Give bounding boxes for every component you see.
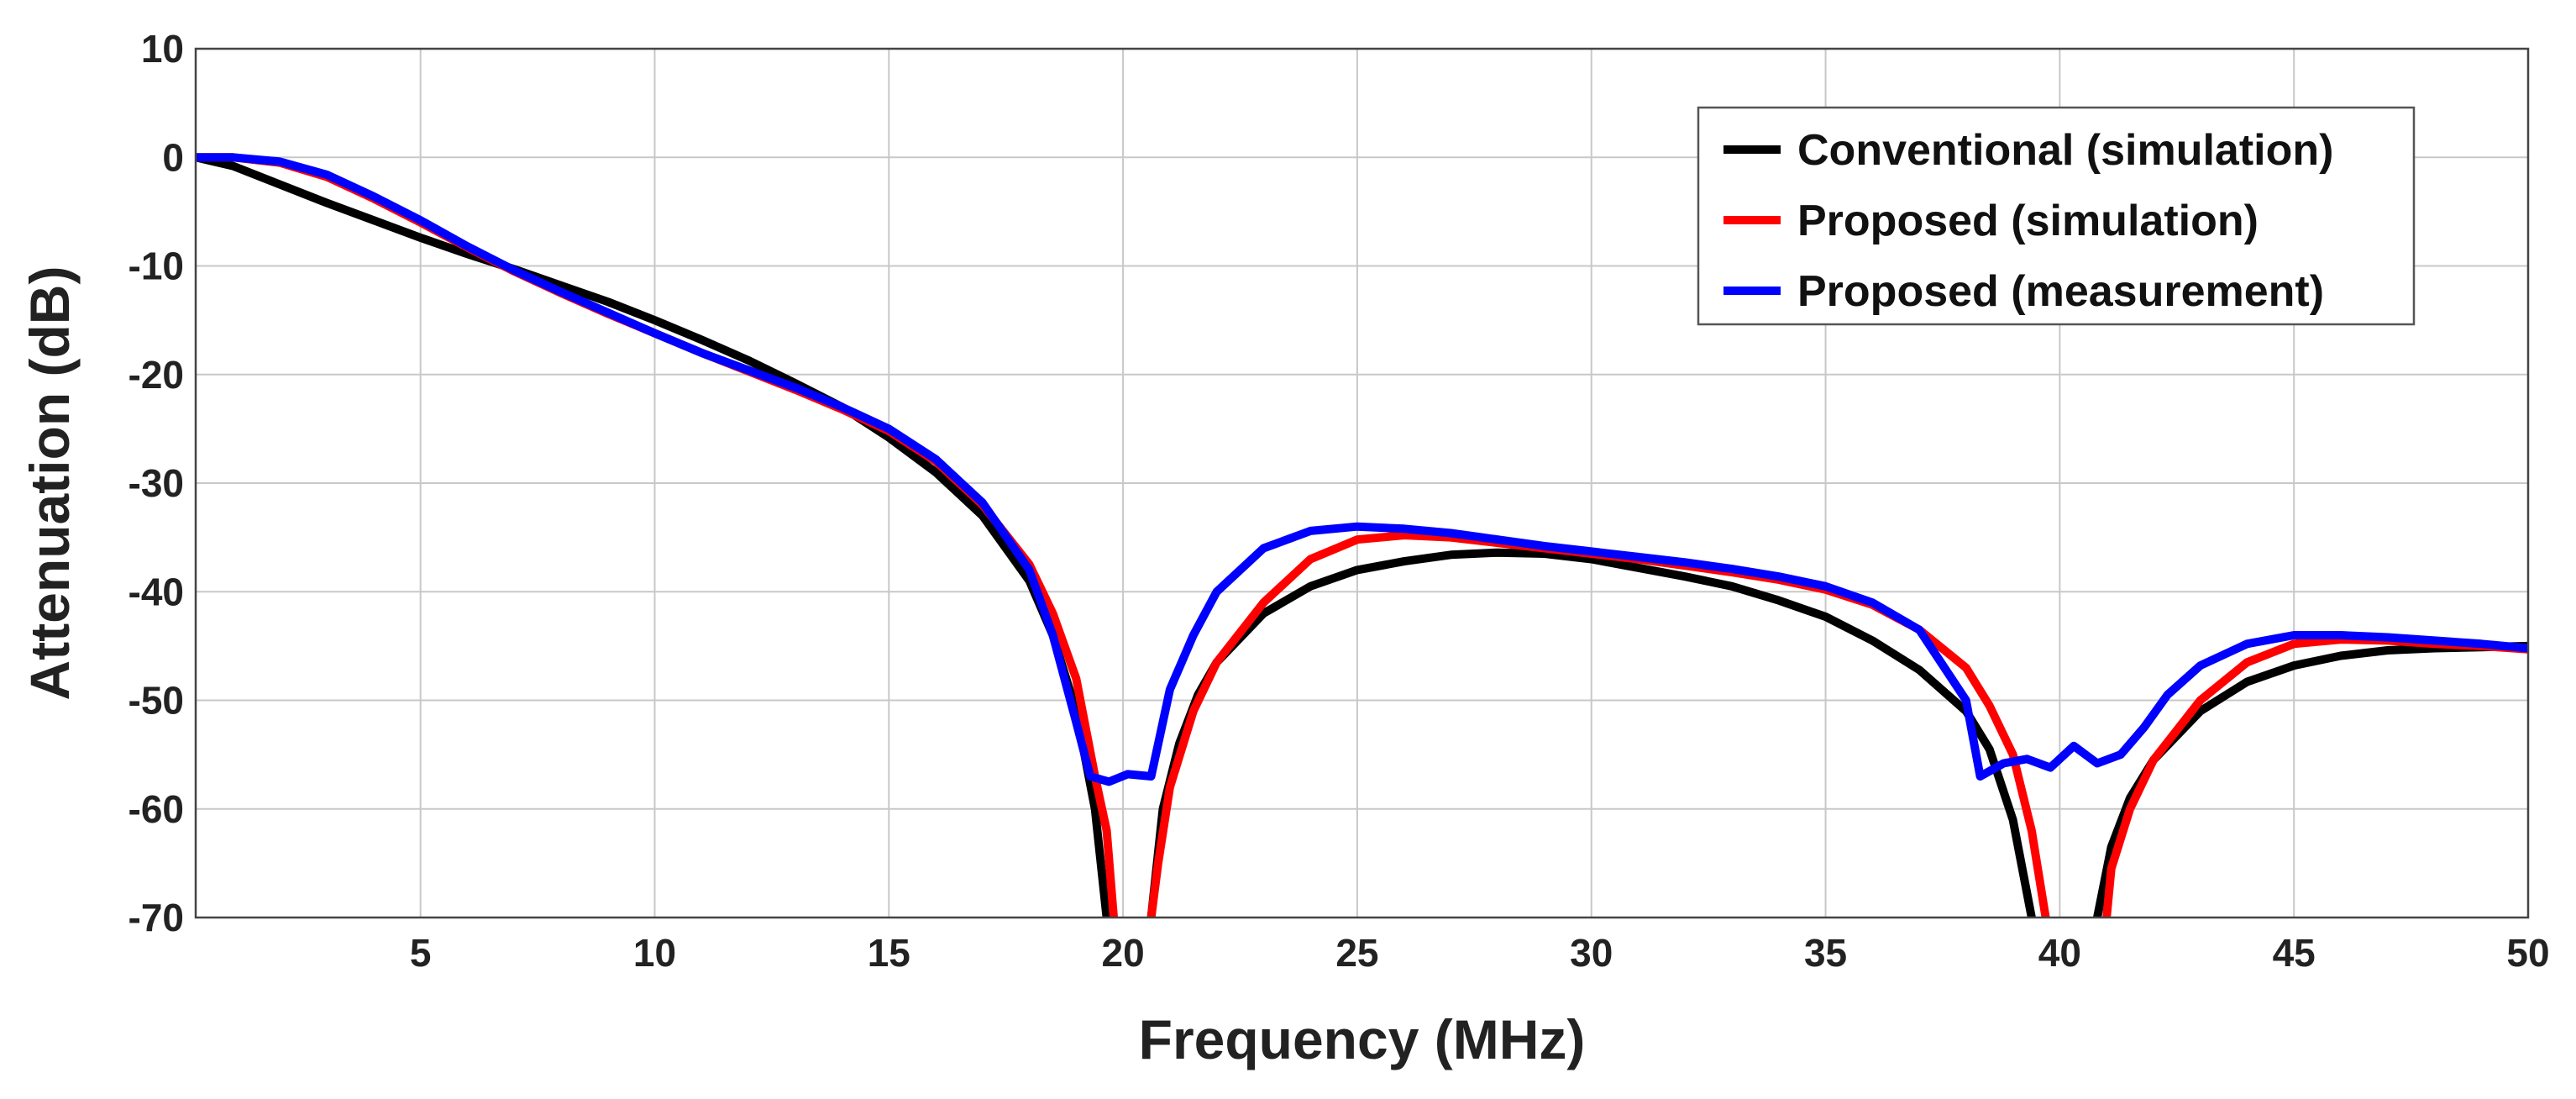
legend-box — [1697, 106, 2416, 326]
legend: Conventional (simulation) Proposed (simul… — [1697, 106, 2416, 326]
x-tick-label: 10 — [633, 931, 676, 975]
y-tick-label: -70 — [129, 896, 184, 939]
y-tick-label: 0 — [162, 135, 184, 179]
x-axis-title: Frequency (MHz) — [1139, 1008, 1586, 1070]
y-tick-labels: 10 0 -10 -20 -30 -40 -50 -60 -70 — [129, 27, 184, 939]
y-tick-label: -20 — [129, 353, 184, 397]
legend-label: Conventional (simulation) — [1797, 126, 2333, 175]
x-tick-label: 5 — [410, 931, 432, 975]
legend-label: Proposed (measurement) — [1797, 267, 2324, 316]
x-tick-label: 25 — [1335, 931, 1378, 975]
x-tick-label: 40 — [2038, 931, 2081, 975]
y-tick-label: 10 — [141, 27, 184, 71]
x-tick-label: 20 — [1102, 931, 1145, 975]
y-tick-label: -40 — [129, 570, 184, 613]
x-tick-labels: 5 10 15 20 25 30 35 40 45 50 — [410, 931, 2550, 975]
y-axis-title: Attenuation (dB) — [18, 266, 81, 701]
legend-label: Proposed (simulation) — [1797, 197, 2259, 245]
x-tick-label: 15 — [868, 931, 910, 975]
x-tick-label: 35 — [1804, 931, 1847, 975]
x-tick-label: 30 — [1570, 931, 1613, 975]
series-line-3 — [196, 153, 2528, 786]
x-tick-label: 45 — [2273, 931, 2316, 975]
y-tick-label: -10 — [129, 245, 184, 288]
y-tick-label: -50 — [129, 679, 184, 723]
y-tick-label: -30 — [129, 461, 184, 505]
series-group — [196, 153, 2528, 918]
series-line-1 — [196, 153, 1111, 918]
plot-frame — [194, 47, 2530, 919]
y-tick-label: -60 — [129, 787, 184, 831]
series-line-2 — [2102, 635, 2528, 918]
x-tick-label: 50 — [2506, 931, 2549, 975]
series-line-1 — [2093, 641, 2528, 918]
